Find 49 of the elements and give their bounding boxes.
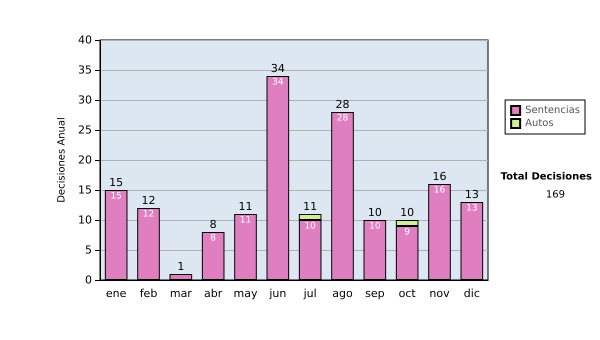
- y-tick-label: 15: [78, 184, 92, 196]
- data-label: 12: [142, 210, 154, 220]
- x-tick-label: jul: [302, 287, 317, 300]
- x-tick-label: sep: [365, 287, 385, 300]
- data-label: 10: [369, 222, 381, 232]
- x-tick-label: mar: [170, 287, 192, 300]
- text: 169: [546, 190, 566, 200]
- x-tick-label: jun: [268, 287, 286, 300]
- total-label: 8: [210, 218, 217, 231]
- data-label: 28: [336, 114, 348, 124]
- data-label: 9: [404, 228, 410, 238]
- total-label: 10: [368, 206, 382, 219]
- x-tick-label: ene: [106, 287, 127, 300]
- y-tick-label: 35: [78, 64, 92, 76]
- x-tick-label: oct: [398, 287, 416, 300]
- y-tick-label: 20: [78, 154, 92, 166]
- total-label: 16: [432, 170, 446, 183]
- data-label: 15: [110, 192, 122, 202]
- y-tick-label: 10: [78, 214, 92, 226]
- x-tick-label: ago: [332, 287, 353, 300]
- x-tick-label: feb: [140, 287, 158, 300]
- data-label: 34: [272, 78, 284, 88]
- x-tick-label: may: [234, 287, 258, 300]
- total-label: 10: [400, 206, 414, 219]
- legend-label: Autos: [525, 118, 554, 129]
- legend-label: Sentencias: [525, 105, 580, 116]
- y-tick-label: 40: [78, 34, 92, 46]
- text: Total Decisiones: [500, 172, 592, 182]
- x-tick-label: abr: [204, 287, 223, 300]
- data-label: 10: [304, 222, 316, 232]
- total-label: 12: [142, 194, 156, 207]
- data-label: 16: [434, 186, 446, 196]
- data-label: 11: [240, 216, 252, 226]
- total-label: 13: [464, 188, 479, 201]
- data-label: 8: [210, 234, 216, 244]
- total-label: 15: [109, 176, 124, 189]
- x-tick-label: dic: [464, 287, 480, 300]
- y-tick-label: 0: [85, 274, 92, 286]
- y-tick-label: 5: [85, 244, 92, 256]
- total-label: 11: [238, 200, 252, 213]
- x-tick-label: nov: [429, 287, 450, 300]
- total-label: 11: [303, 200, 318, 213]
- data-label: 13: [466, 204, 478, 214]
- total-label: 1: [177, 260, 184, 273]
- total-label: 28: [336, 98, 350, 111]
- total-label: 34: [270, 62, 285, 75]
- y-tick-label: 25: [78, 124, 92, 136]
- y-axis-title: Decisiones Anual: [56, 117, 68, 203]
- y-tick-label: 30: [78, 94, 92, 106]
